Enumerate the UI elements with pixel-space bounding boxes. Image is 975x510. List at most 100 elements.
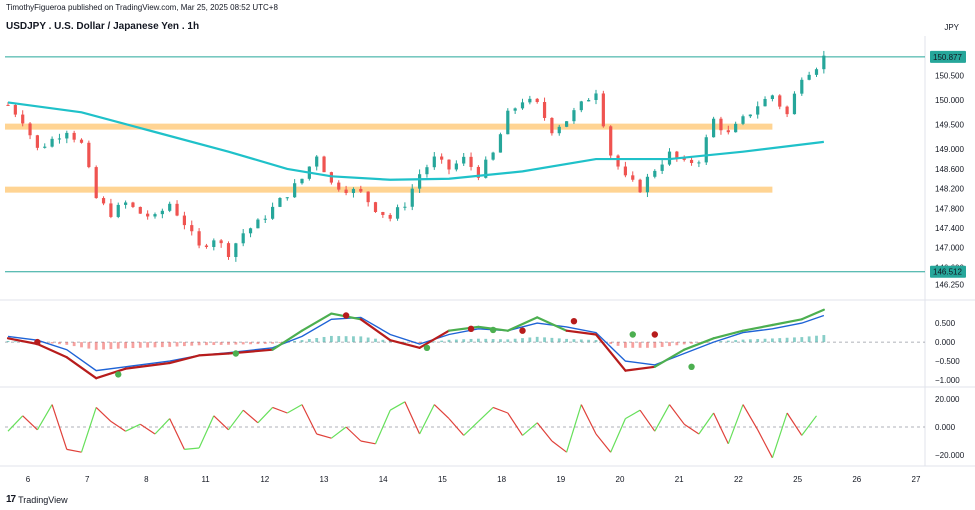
wt-histogram-bar [13, 341, 17, 343]
wt-histogram-bar [300, 340, 304, 343]
wt-histogram-bar [197, 342, 201, 346]
wt-histogram-bar [307, 339, 311, 343]
candle-body [498, 134, 503, 153]
wt-histogram-bar [6, 340, 10, 343]
osc-line-segment [242, 409, 259, 424]
wt-histogram-bar [330, 335, 333, 343]
candle-body [689, 159, 694, 163]
wt-histogram-bar [748, 339, 752, 343]
osc-line-segment [742, 404, 759, 431]
wt-histogram-bar [609, 342, 613, 344]
candle-body [351, 188, 356, 193]
osc-line-segment [448, 418, 465, 436]
x-tick-label: 14 [379, 475, 388, 484]
wt-histogram-bar [565, 338, 568, 343]
candle-body [792, 93, 797, 115]
candle-body [87, 142, 91, 168]
candle-body [212, 240, 216, 247]
candle-body [131, 202, 135, 207]
wt-histogram-bar [506, 339, 510, 343]
wt-fast-line-segment [741, 323, 774, 332]
osc-line-segment [228, 409, 244, 431]
wt-fast-line-segment [36, 342, 68, 359]
osc-line-segment [316, 433, 332, 439]
wt-tick-label: −0.500 [935, 357, 960, 366]
osc-tick-label: 20.000 [935, 395, 960, 404]
candle-body [344, 189, 348, 193]
wt-histogram-bar [227, 342, 230, 345]
price-tick-label: 146.250 [935, 281, 964, 290]
candle-body [719, 118, 723, 131]
wt-histogram-bar [374, 338, 377, 343]
candle-body [101, 198, 106, 204]
wt-histogram-bar [50, 342, 54, 344]
candle-body [418, 174, 422, 189]
candle-body [587, 99, 591, 102]
osc-line-segment [345, 426, 362, 442]
osc-line-segment [771, 412, 788, 458]
wt-histogram-bar [557, 338, 561, 343]
osc-line-segment [169, 418, 185, 450]
osc-tick-label: −20.000 [935, 451, 965, 460]
wt-fast-line-segment [771, 318, 803, 327]
wt-histogram-bar [447, 339, 451, 343]
candle-body [726, 130, 730, 133]
wt-fast-line-segment [271, 329, 304, 351]
candle-body [763, 98, 767, 107]
x-tick-label: 18 [497, 475, 506, 484]
wt-histogram-bar [366, 337, 370, 343]
candle-body [57, 138, 62, 140]
x-tick-label: 21 [675, 475, 684, 484]
osc-line-segment [610, 418, 626, 453]
wt-histogram-bar [234, 342, 238, 345]
candle-body [293, 183, 297, 198]
candle-body [6, 104, 10, 106]
wt-histogram-bar [381, 339, 385, 343]
candle-body [410, 188, 414, 207]
wt-histogram-bar [109, 342, 113, 350]
osc-line-segment [51, 404, 68, 450]
osc-line-segment [154, 418, 171, 435]
price-tick-label: 148.600 [935, 165, 964, 174]
osc-line-segment [757, 429, 773, 459]
wt-histogram-bar [741, 339, 745, 343]
wt-histogram-bar [94, 342, 98, 350]
osc-line-segment [7, 415, 24, 432]
wt-fast-line-segment [168, 354, 201, 365]
x-tick-label: 19 [556, 475, 565, 484]
candle-body [204, 245, 209, 247]
wt-histogram-bar [469, 338, 473, 343]
price-tick-label: 149.000 [935, 145, 964, 154]
currency-label: JPY [944, 23, 959, 32]
osc-line-segment [110, 420, 126, 432]
candle-body [373, 202, 378, 213]
wt-histogram-bar [499, 339, 502, 343]
x-tick-label: 15 [438, 475, 447, 484]
wt-cross-dot [570, 318, 578, 325]
wt-cross-dot [651, 331, 658, 338]
candle-body [395, 207, 400, 219]
wt-histogram-bar [212, 342, 216, 346]
wt-fast-line-segment [624, 365, 656, 372]
candle-body [28, 123, 32, 136]
wt-histogram-bar [624, 342, 627, 348]
candle-body [469, 156, 473, 167]
wt-histogram-bar [535, 336, 539, 343]
wt-fast-line-segment [6, 337, 39, 346]
wt-fast-line-segment [198, 352, 230, 357]
candle-body [572, 110, 576, 122]
candle-body [13, 105, 17, 115]
x-tick-label: 6 [26, 475, 31, 484]
candle-body [638, 179, 642, 193]
osc-line-segment [727, 404, 744, 445]
wt-histogram-bar [653, 342, 657, 348]
candle-body [160, 210, 164, 215]
osc-line-segment [625, 409, 641, 420]
candle-body [748, 114, 752, 117]
candle-body [484, 159, 488, 178]
wt-histogram-bar [138, 342, 142, 348]
candle-body [337, 182, 341, 190]
wt-histogram-bar [344, 336, 348, 343]
wt-histogram-bar [668, 342, 671, 347]
candle-body [182, 215, 186, 226]
